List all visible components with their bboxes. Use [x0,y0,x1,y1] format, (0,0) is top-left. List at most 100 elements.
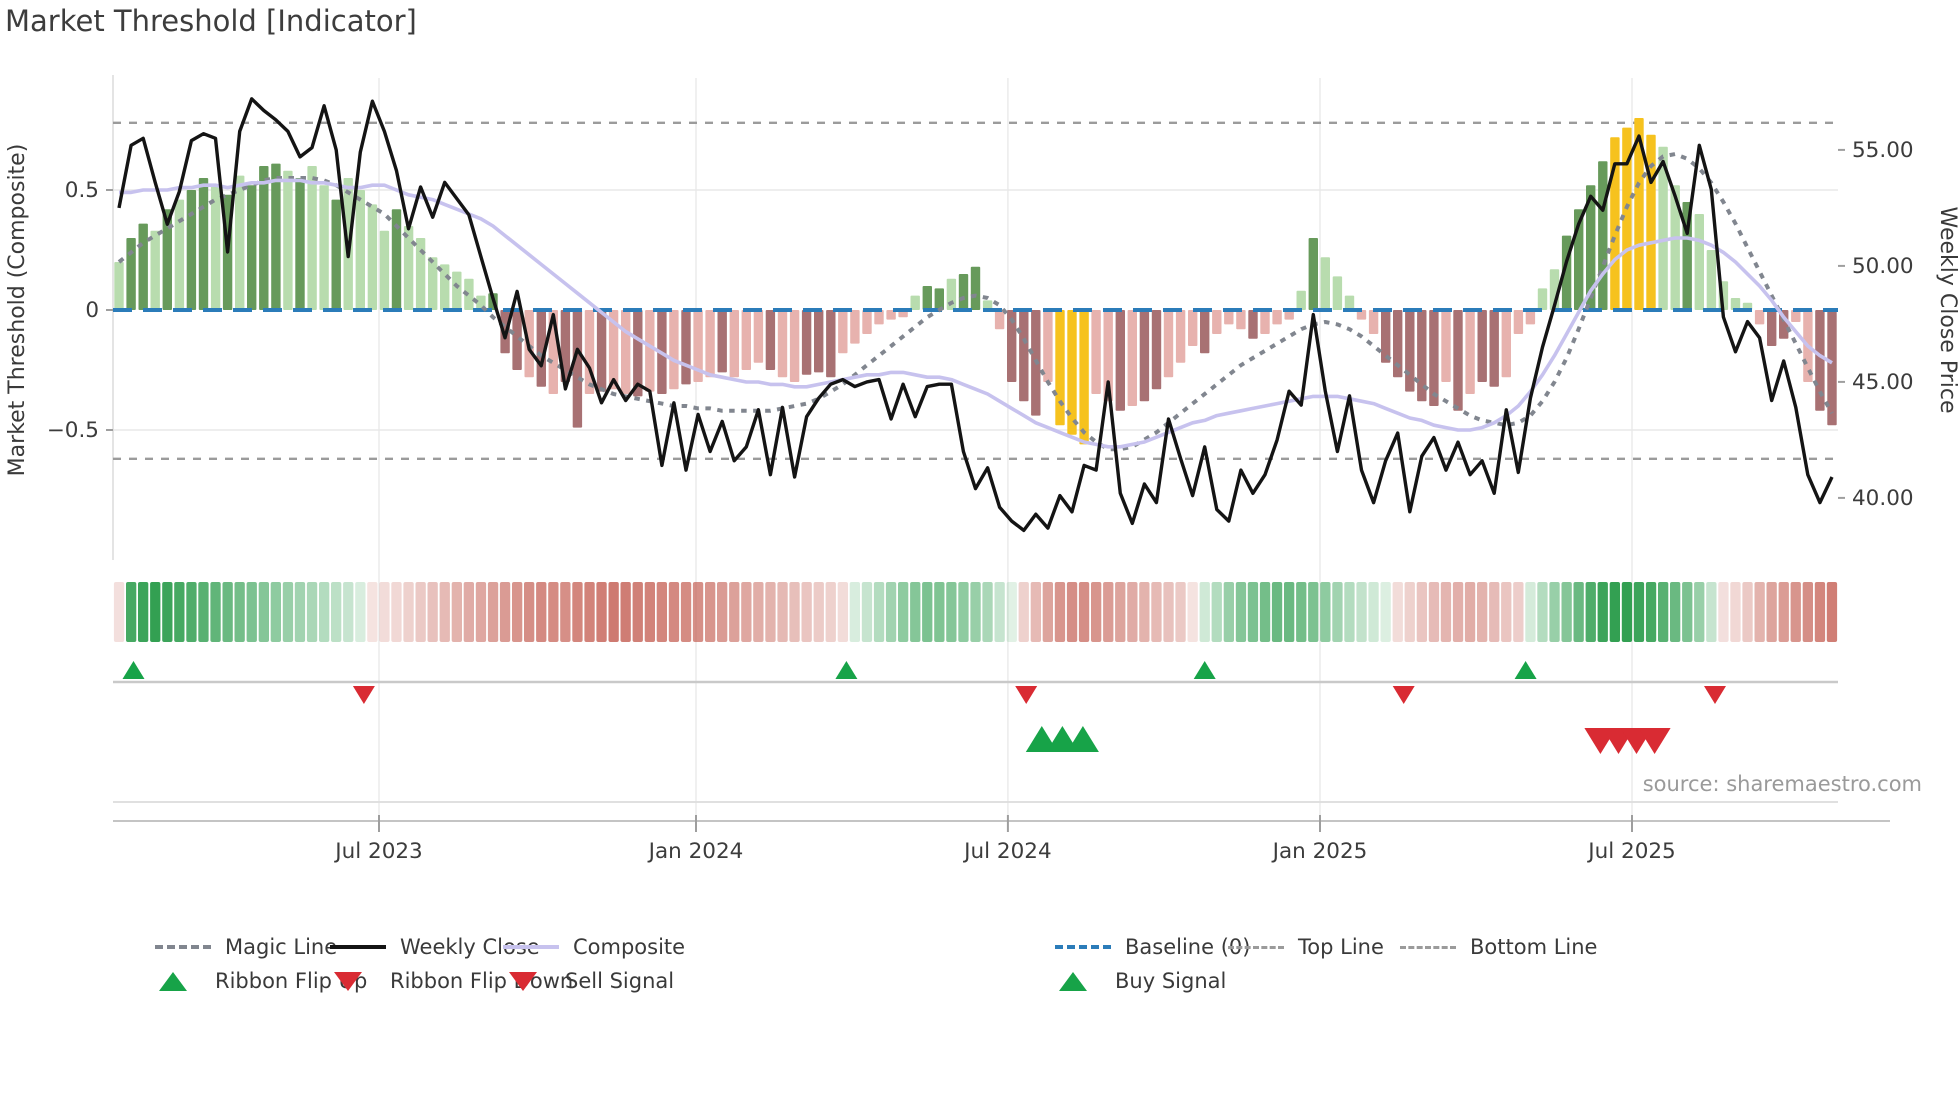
threshold-bar [1200,310,1210,354]
ribbon-cell [1151,582,1162,642]
legend-label: Sell Signal [565,969,675,993]
ribbon-cell [246,582,257,642]
ribbon-cell [1428,582,1440,642]
threshold-bar [1730,298,1741,310]
threshold-bar [1308,238,1318,310]
ribbon-flip-up-icon [835,661,858,679]
threshold-bar [1610,137,1620,310]
ribbon-cell [1621,582,1633,642]
right-axis-title: Weekly Close Price [1935,207,1960,414]
ribbon-cell [512,582,523,642]
threshold-bar [1586,185,1596,310]
ribbon-cell [1694,582,1705,642]
right-tick-label: 55.00 [1852,138,1914,163]
threshold-bar [765,310,776,370]
threshold-bar [572,310,583,428]
ribbon-cell [1356,582,1367,642]
threshold-bar [1791,310,1801,322]
magic-line [117,152,1834,452]
threshold-bar [512,310,522,370]
ribbon-cell [1223,582,1234,642]
threshold-bar [621,310,631,394]
threshold-bar [645,310,655,392]
ribbon-cell [1766,582,1777,642]
ribbon-cell [1380,582,1391,642]
gray-dotted-line-icon [1400,945,1456,949]
threshold-bar [379,230,390,310]
ribbon-cell [620,582,631,642]
threshold-bar [970,266,981,310]
threshold-bar [705,310,715,378]
threshold-bar [186,190,197,310]
ribbon-cell [1175,582,1186,642]
page-title: Market Threshold [Indicator] [5,4,417,38]
threshold-bar [1139,310,1150,402]
legend-item-ribbon-flip-up: Ribbon Flip Up [145,966,367,996]
ribbon-cell [1573,582,1584,642]
ribbon-cell [572,582,583,642]
ribbon-cell [1296,582,1307,642]
ribbon-cell [1585,582,1596,642]
ribbon-cell [198,582,209,642]
ribbon-cell [1042,582,1053,642]
x-tick-label: Jan 2025 [1271,839,1368,864]
ribbon-cell [1271,582,1283,642]
threshold-bar [235,175,245,310]
threshold-bar [717,310,727,373]
ribbon-cell [1742,582,1753,642]
ribbon-cell [1416,582,1427,642]
ribbon-flip-down-icon [1015,686,1038,704]
threshold-bar [1405,310,1415,392]
threshold-bar [1284,310,1294,320]
threshold-bar [1646,134,1656,310]
ribbon-cell [934,582,945,642]
threshold-bar [271,163,281,310]
threshold-bar [1670,185,1680,310]
x-tick-label: Jul 2025 [1586,839,1676,864]
x-tick-label: Jul 2024 [962,839,1052,864]
threshold-bar [126,238,136,310]
ribbon-cell [439,582,450,642]
threshold-bar [741,310,751,370]
ribbon-cell [922,582,933,642]
ribbon-cell [777,582,788,642]
threshold-bar [958,274,969,310]
threshold-bar [210,185,221,310]
ribbon-cell [1127,582,1138,642]
legend-item-bottom-line: Bottom Line [1400,932,1597,962]
purple-solid-line-icon [503,945,559,949]
ribbon-cell [765,582,776,642]
ribbon-cell [813,582,824,642]
ribbon-cell [282,582,294,642]
threshold-bar [1224,310,1234,325]
ribbon-cell [1139,582,1150,642]
threshold-bar [1332,276,1343,310]
ribbon-cell [1332,582,1343,642]
sell-signal-markers [1584,728,1671,754]
ribbon-cell [451,582,462,642]
threshold-bar [946,278,957,310]
ribbon-flip-down-icon [1704,686,1726,704]
threshold-bar [428,257,438,310]
threshold-bars [114,118,1837,445]
x-axis: Jul 2023 Jan 2024 Jul 2024 Jan 2025 Jul 2025 [333,815,1676,864]
ribbon-cell [560,582,571,642]
ribbon-cell [1066,582,1078,642]
ribbon-cell [1211,582,1222,642]
right-tick-label: 50.00 [1852,254,1914,279]
red-down-triangle-icon [334,971,362,991]
ribbon-cell [946,582,957,642]
threshold-bar [1477,310,1487,382]
ribbon-cell [174,582,185,642]
ribbon-cell [1452,582,1464,642]
threshold-bar [1429,310,1439,406]
left-tick-label: 0.5 [65,178,99,203]
ribbon-cell [837,582,848,642]
threshold-bar [1501,310,1511,378]
threshold-bar [415,238,426,310]
ribbon-cell [1235,582,1247,642]
threshold-bar [1525,310,1536,325]
ribbon-cell [1259,582,1271,642]
ribbon-cell [162,582,173,642]
